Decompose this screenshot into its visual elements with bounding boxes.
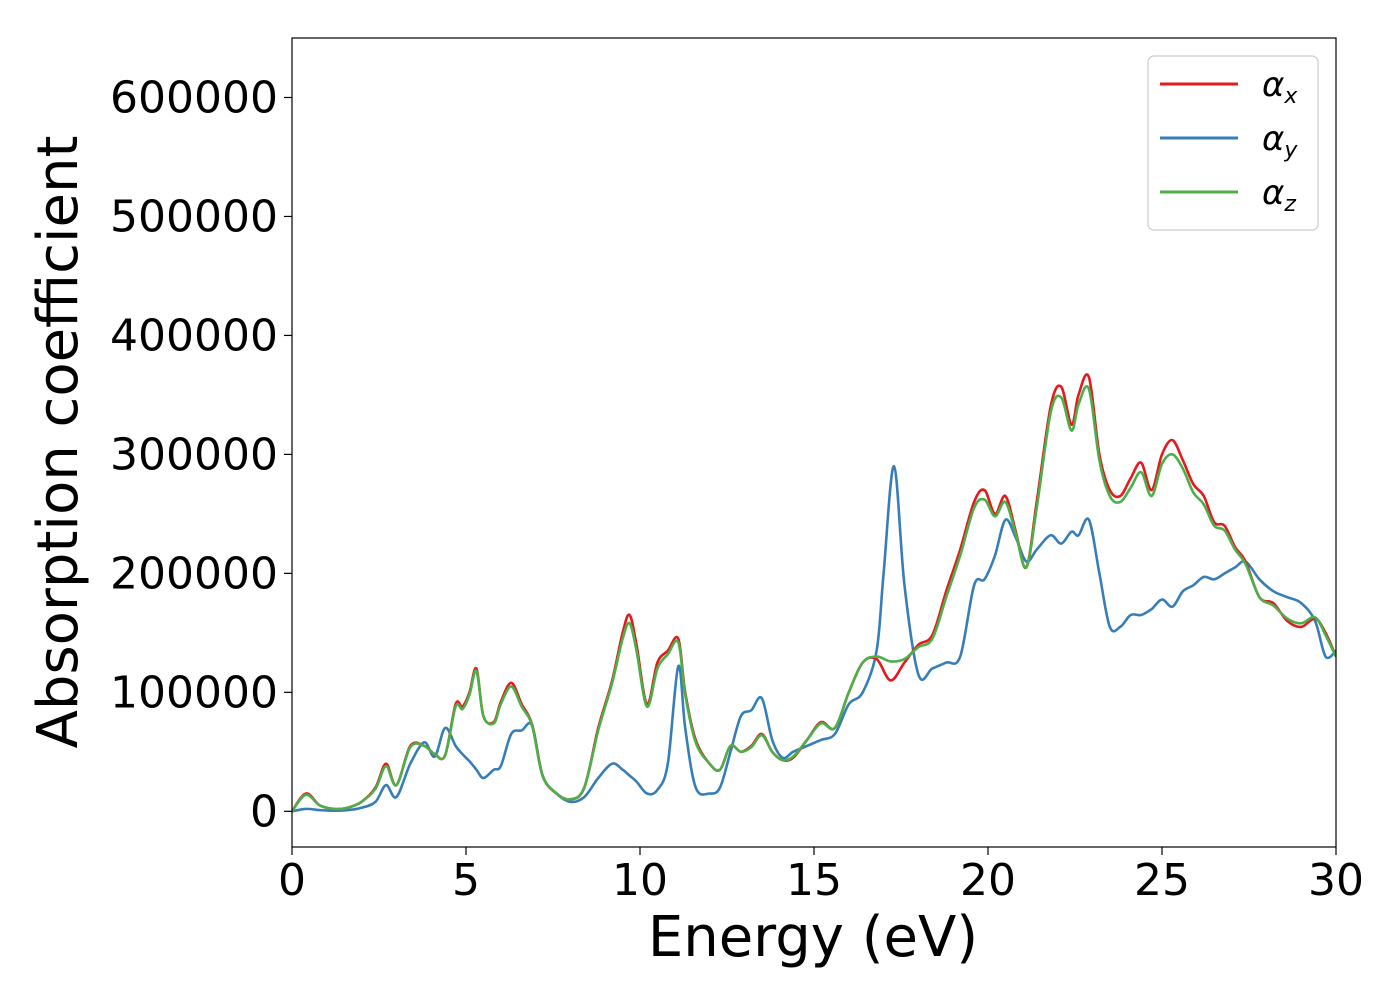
legend-subscript: z	[1283, 192, 1296, 217]
legend-box	[1147, 55, 1319, 231]
y-tick-label: 600000	[110, 72, 278, 123]
y-tick-label: 100000	[110, 667, 278, 718]
x-axis-title: Energy (eV)	[648, 905, 978, 970]
x-tick-label: 30	[1308, 855, 1364, 906]
y-tick-label: 0	[250, 786, 278, 837]
legend-label-y: αy	[1262, 119, 1298, 163]
legend-label-z: αz	[1262, 173, 1296, 217]
legend-symbol: α	[1262, 65, 1284, 105]
series-line-y	[292, 464, 1336, 813]
y-tick-label: 400000	[110, 310, 278, 361]
series-lines	[292, 373, 1336, 813]
legend-subscript: x	[1283, 84, 1298, 109]
x-tick-label: 15	[786, 855, 842, 906]
legend-symbol: α	[1262, 119, 1284, 159]
y-axis-title: Absorption coefficient	[26, 136, 91, 749]
y-tick-label: 200000	[110, 548, 278, 599]
x-tick-label: 25	[1134, 855, 1190, 906]
y-tick-label: 500000	[110, 191, 278, 242]
y-tick-label: 300000	[110, 429, 278, 480]
series-line-z	[292, 385, 1336, 813]
x-tick-label: 10	[612, 855, 668, 906]
axes: 0 5 10 15 20 25 30 0 100000 200000 300000 400000 500…	[110, 37, 1364, 906]
plot-area	[292, 373, 1336, 813]
legend-label-x: αx	[1262, 65, 1298, 109]
legend-subscript: y	[1283, 138, 1298, 163]
x-tick-label: 0	[278, 855, 306, 906]
x-tick-label: 20	[960, 855, 1016, 906]
legend-symbol: α	[1262, 173, 1284, 213]
x-tick-label: 5	[452, 855, 480, 906]
